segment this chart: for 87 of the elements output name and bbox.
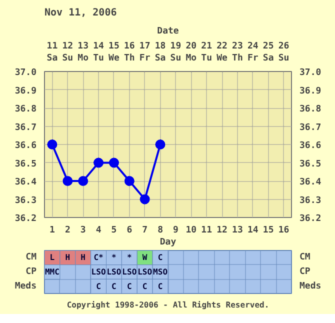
point bbox=[47, 140, 58, 150]
y2-tick-label: 36.2 bbox=[300, 214, 322, 224]
x-tick-label: 12 bbox=[216, 226, 228, 236]
x-tick-label: 8 bbox=[158, 226, 163, 236]
y-tick-label: 36.2 bbox=[14, 214, 37, 224]
y2-tick-label: 36.9 bbox=[300, 86, 322, 96]
text: H bbox=[80, 253, 86, 262]
text: H bbox=[65, 253, 70, 262]
text: C bbox=[158, 282, 163, 291]
y2-tick-label: 36.7 bbox=[300, 122, 322, 133]
y2-tick-label: 36.5 bbox=[300, 159, 322, 170]
x2-tick-label: 26 Su bbox=[278, 42, 290, 64]
x2-tick-label: 23 Th bbox=[232, 42, 243, 64]
point bbox=[140, 194, 150, 204]
x-tick-label: 10 bbox=[186, 226, 197, 236]
y2-tick-label: CM bbox=[300, 252, 311, 263]
x2-tick-label: 11 Sa bbox=[46, 42, 58, 64]
x-tick-label: 11 bbox=[201, 226, 212, 236]
y2-tick-label: CP bbox=[300, 267, 311, 277]
text: C* bbox=[94, 253, 104, 262]
x-tick-label: 1 bbox=[50, 226, 55, 236]
y2-tick-label: 36.4 bbox=[300, 178, 322, 188]
x2-tick-label: 13 Mo bbox=[78, 42, 89, 64]
y-tick-label: 37.0 bbox=[14, 68, 37, 78]
x-tick-label: 16 bbox=[278, 226, 290, 236]
point bbox=[78, 176, 88, 186]
x2-tick-label: 16 Th bbox=[124, 42, 135, 64]
x2-tick-label: 17 Fr bbox=[139, 42, 151, 64]
y2-tick-label: 37.0 bbox=[300, 68, 322, 78]
x-tick-label: 13 bbox=[232, 226, 243, 236]
text: C bbox=[127, 282, 132, 291]
x2-tick-label: 19 Su bbox=[170, 42, 182, 64]
text: LSO bbox=[91, 268, 106, 276]
x2-tick-label: 15 We bbox=[108, 42, 120, 64]
x2-tick-label: 20 Mo bbox=[186, 42, 197, 64]
text: Copyright 1998-2006 - All Rights Reserved. bbox=[66, 300, 270, 310]
x-tick-label: 15 bbox=[262, 226, 274, 236]
x2-tick-label: 14 Tu bbox=[93, 42, 105, 64]
y-tick-label: 36.3 bbox=[14, 196, 37, 206]
x2-axis-title: Date bbox=[157, 26, 180, 36]
text: LSO bbox=[106, 268, 122, 276]
x-tick-label: 14 bbox=[247, 226, 259, 236]
point bbox=[62, 176, 73, 186]
y2-tick-label: 36.8 bbox=[300, 104, 322, 114]
text: C bbox=[112, 282, 116, 291]
y-tick-label: 36.7 bbox=[14, 122, 37, 133]
x2-tick-label: 24 Fr bbox=[247, 42, 259, 64]
x2-tick-label: 18 Sa bbox=[154, 42, 166, 64]
x2-tick-label: 25 Sa bbox=[262, 42, 274, 64]
text: MSO bbox=[153, 268, 168, 276]
point bbox=[155, 140, 166, 150]
x-tick-label: 2 bbox=[64, 226, 70, 236]
text: * bbox=[127, 253, 132, 262]
text: C bbox=[142, 282, 148, 291]
point bbox=[108, 158, 119, 168]
y2-tick-label: Meds bbox=[300, 281, 322, 292]
text: LSO bbox=[122, 268, 137, 276]
x2-tick-label: 22 We bbox=[216, 42, 228, 64]
y2-tick-label: 36.3 bbox=[300, 196, 322, 206]
text: LSO bbox=[138, 268, 152, 276]
x-tick-label: 5 bbox=[111, 226, 117, 236]
y-tick-label: CM bbox=[26, 252, 38, 263]
text: * bbox=[112, 253, 116, 262]
y-tick-label: 36.6 bbox=[14, 141, 37, 151]
x-axis-title: Day bbox=[160, 238, 177, 248]
text: L bbox=[50, 253, 55, 262]
x-tick-label: 4 bbox=[96, 226, 102, 236]
point bbox=[94, 158, 104, 168]
text: C bbox=[96, 282, 101, 291]
x2-tick-label: 12 Su bbox=[62, 42, 74, 64]
chart-title: Nov 11, 2006 bbox=[44, 8, 117, 18]
x-tick-label: 6 bbox=[126, 226, 132, 236]
y2-tick-label: 36.6 bbox=[300, 141, 322, 151]
x-tick-label: 9 bbox=[173, 226, 178, 236]
x-tick-label: 7 bbox=[142, 226, 148, 236]
y-tick-label: 36.4 bbox=[14, 178, 38, 188]
y-tick-label: Meds bbox=[14, 281, 37, 292]
x-tick-label: 3 bbox=[80, 226, 86, 236]
y-tick-label: 36.5 bbox=[14, 159, 37, 170]
y-tick-label: 36.8 bbox=[14, 104, 37, 114]
text: MMC bbox=[44, 268, 60, 276]
y-tick-label: CP bbox=[26, 267, 38, 277]
text: W bbox=[142, 253, 148, 262]
point bbox=[124, 176, 134, 186]
text: C bbox=[158, 253, 163, 262]
y-tick-label: 36.9 bbox=[14, 86, 37, 96]
x2-tick-label: 21 Tu bbox=[201, 42, 212, 64]
